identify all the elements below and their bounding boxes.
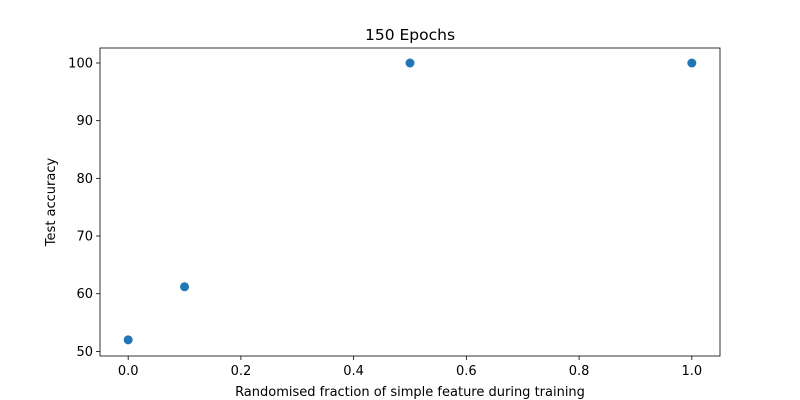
x-tick-label: 0.0 [118,364,139,379]
y-tick-label: 80 [76,172,93,187]
plot-area: 0.0 0.2 0.4 0.6 0.8 1.0 50 60 70 80 90 100 [68,47,721,379]
y-tick-label: 90 [76,114,93,129]
chart-title: 150 Epochs [365,26,455,44]
y-axis-ticks: 50 60 70 80 90 100 [68,56,100,360]
data-point [180,282,190,292]
data-point [405,58,415,68]
y-tick-label: 70 [76,230,93,245]
y-tick-label: 60 [76,287,93,302]
data-points [123,58,697,345]
y-tick-label: 50 [76,345,93,360]
data-point [123,335,133,345]
x-axis-label: Randomised fraction of simple feature du… [235,385,585,400]
x-tick-label: 0.8 [569,364,590,379]
x-tick-label: 0.2 [231,364,252,379]
x-tick-label: 1.0 [681,364,702,379]
x-tick-label: 0.4 [343,364,364,379]
axes-frame [99,47,721,357]
x-axis-ticks: 0.0 0.2 0.4 0.6 0.8 1.0 [118,356,702,379]
y-axis-label: Test accuracy [44,158,59,248]
y-tick-label: 100 [68,56,93,71]
data-point [687,58,697,68]
x-tick-label: 0.6 [456,364,477,379]
